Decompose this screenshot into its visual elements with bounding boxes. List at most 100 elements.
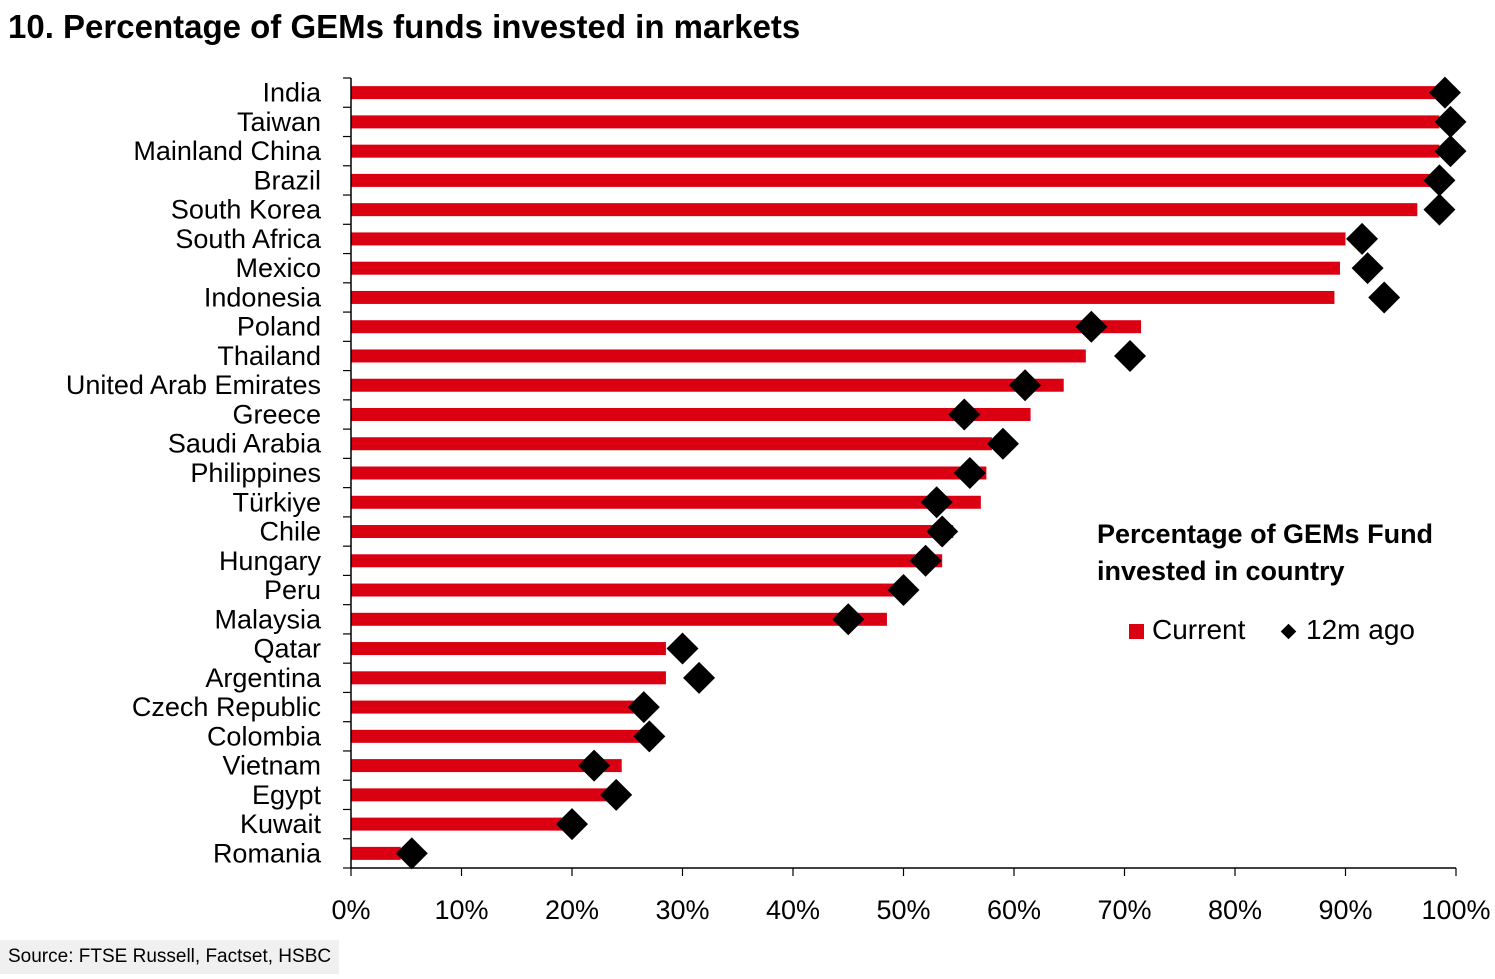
x-tick-label: 0%	[331, 895, 370, 925]
bar-current	[351, 407, 1031, 421]
bar-current	[351, 261, 1340, 275]
legend-item-12m-ago: 12m ago	[1280, 614, 1415, 646]
bar-current	[351, 349, 1086, 363]
y-tick-label: Taiwan	[237, 107, 321, 137]
point-12m-ago	[1368, 281, 1401, 314]
y-tick-label: Brazil	[253, 165, 321, 195]
y-tick-label: Mainland China	[133, 136, 322, 166]
y-tick-label: Indonesia	[204, 282, 322, 312]
x-tick-label: 90%	[1318, 895, 1372, 925]
point-12m-ago	[986, 427, 1019, 460]
point-12m-ago	[600, 778, 633, 811]
y-tick-label: Colombia	[207, 721, 322, 751]
legend-swatch-current	[1129, 624, 1144, 640]
bar-current	[351, 612, 887, 626]
legend-item-current: Current	[1129, 614, 1245, 646]
y-tick-label: Saudi Arabia	[168, 429, 322, 459]
point-12m-ago	[1346, 222, 1379, 255]
x-tick-label: 20%	[545, 895, 599, 925]
bar-current	[351, 173, 1434, 187]
y-tick-label: Kuwait	[240, 809, 322, 839]
point-12m-ago	[1428, 76, 1461, 109]
y-tick-label: South Africa	[175, 224, 322, 254]
y-tick-label: Romania	[213, 838, 322, 868]
bar-current	[351, 642, 666, 656]
y-tick-label: Thailand	[217, 341, 321, 371]
bar-current	[351, 759, 622, 773]
point-12m-ago	[1009, 369, 1042, 402]
point-12m-ago	[926, 515, 959, 548]
point-12m-ago	[578, 749, 611, 782]
y-tick-label: United Arab Emirates	[66, 370, 321, 400]
point-12m-ago	[666, 632, 699, 665]
y-tick-label: Greece	[232, 399, 321, 429]
y-tick-label: Czech Republic	[132, 692, 321, 722]
legend-title: Percentage of GEMs Fund invested in coun…	[1097, 519, 1434, 586]
point-12m-ago	[1351, 252, 1384, 285]
y-tick-label: South Korea	[171, 195, 322, 225]
point-12m-ago	[832, 603, 865, 636]
point-12m-ago	[953, 457, 986, 489]
point-12m-ago	[1114, 339, 1147, 372]
x-tick-label: 70%	[1097, 895, 1151, 925]
bar-current	[351, 466, 987, 480]
bar-current	[351, 144, 1440, 158]
bar-current	[351, 729, 644, 743]
y-tick-label: Philippines	[190, 458, 321, 488]
y-tick-label: Chile	[259, 517, 321, 547]
point-12m-ago	[1075, 310, 1108, 343]
bar-current	[351, 554, 943, 568]
point-12m-ago	[683, 661, 716, 694]
y-tick-label: Qatar	[253, 634, 321, 664]
y-tick-label: Mexico	[235, 253, 321, 283]
point-12m-ago	[920, 486, 953, 519]
bar-current	[351, 437, 992, 451]
bar-current	[351, 320, 1142, 334]
bar-current	[351, 495, 981, 509]
bar-current	[351, 378, 1064, 392]
bar-current	[351, 232, 1346, 246]
point-12m-ago	[633, 720, 666, 753]
y-tick-label: Peru	[264, 575, 321, 605]
point-12m-ago	[909, 544, 942, 577]
x-tick-label: 50%	[876, 895, 930, 925]
bar-current	[351, 115, 1440, 129]
y-tick-label: Poland	[237, 312, 321, 342]
x-tick-label: 100%	[1421, 895, 1490, 925]
bar-current	[351, 671, 666, 685]
bar-current	[351, 525, 954, 539]
point-12m-ago	[887, 574, 920, 607]
y-tick-label: India	[262, 78, 322, 108]
legend: Percentage of GEMs Fund invested in coun…	[1097, 516, 1457, 645]
y-tick-label: Hungary	[219, 546, 322, 576]
bar-current	[351, 86, 1440, 100]
bar-current	[351, 817, 572, 831]
bar-current	[351, 700, 650, 714]
chart-title: 10. Percentage of GEMs funds invested in…	[8, 8, 801, 45]
y-tick-label: Vietnam	[222, 751, 321, 781]
point-12m-ago	[395, 837, 428, 870]
x-tick-label: 40%	[766, 895, 820, 925]
point-12m-ago	[627, 691, 660, 724]
point-12m-ago	[1434, 135, 1467, 168]
point-12m-ago	[1423, 193, 1456, 226]
x-tick-label: 30%	[655, 895, 709, 925]
point-12m-ago	[1423, 164, 1456, 197]
bar-current	[351, 788, 611, 802]
x-tick-label: 10%	[434, 895, 488, 925]
bar-current	[351, 203, 1418, 217]
point-12m-ago	[556, 808, 588, 841]
bar-current	[351, 583, 910, 597]
x-tick-label: 60%	[987, 895, 1041, 925]
y-tick-label: Egypt	[252, 780, 322, 810]
point-12m-ago	[1434, 105, 1467, 138]
legend-label-current: Current	[1152, 614, 1246, 645]
source-note: Source: FTSE Russell, Factset, HSBC	[0, 940, 340, 974]
y-tick-label: Malaysia	[214, 604, 322, 634]
y-tick-label: Türkiye	[232, 487, 321, 517]
x-tick-label: 80%	[1208, 895, 1262, 925]
legend-label-12m-ago: 12m ago	[1306, 614, 1415, 645]
y-tick-label: Argentina	[205, 663, 322, 693]
legend-diamond-12m-ago	[1280, 623, 1297, 640]
